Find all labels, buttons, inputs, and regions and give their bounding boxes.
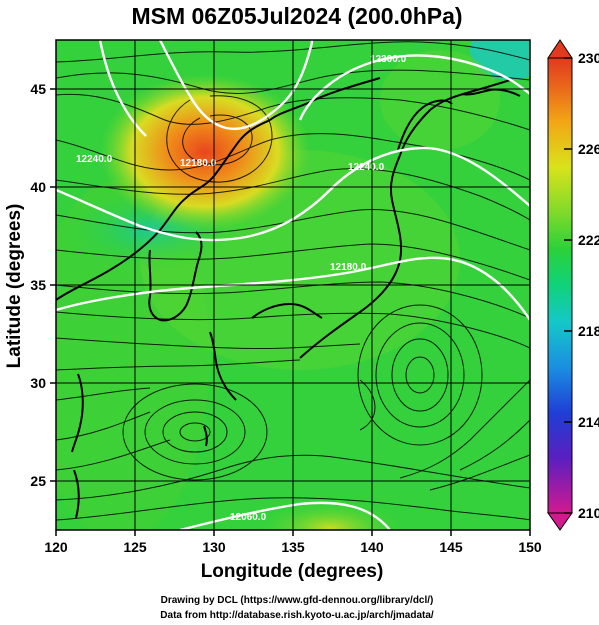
contour-label-4: 12180.0 bbox=[180, 158, 217, 169]
contour-label-3: 12240.0 bbox=[76, 154, 113, 165]
y-tick-label: 45 bbox=[30, 81, 46, 97]
x-tick-label: 145 bbox=[439, 539, 463, 555]
x-tick-label: 130 bbox=[202, 539, 226, 555]
contour-label-1: 12300.0 bbox=[370, 54, 407, 65]
contour-label-5: 12180.0 bbox=[330, 262, 367, 273]
height-contours bbox=[56, 40, 530, 530]
colorbar-tick-label: 226 bbox=[578, 141, 599, 157]
x-axis-ticks: 120 125 130 135 140 145 150 bbox=[44, 530, 542, 555]
y-tick-label: 25 bbox=[30, 473, 46, 489]
colorbar-upper-arrow bbox=[547, 39, 573, 59]
x-tick-label: 135 bbox=[281, 539, 305, 555]
colorbar-tick-label: 210 bbox=[578, 505, 599, 521]
colorbar-ticks: 230 226 222 218 214 210 bbox=[564, 50, 599, 521]
colorbar-lower-arrow bbox=[547, 512, 573, 531]
x-tick-label: 140 bbox=[360, 539, 384, 555]
colorbar: 230 226 222 218 214 210 bbox=[547, 39, 599, 531]
contour-label-6: 12060.0 bbox=[230, 512, 267, 523]
x-axis-label: Longitude (degrees) bbox=[201, 561, 384, 582]
colorbar-scale bbox=[547, 57, 573, 514]
y-tick-label: 35 bbox=[30, 277, 46, 293]
colorbar-tick-label: 214 bbox=[578, 414, 599, 430]
contour-label-2: 12240.0 bbox=[348, 162, 385, 173]
contour-labels: 12300.0 12240.0 12240.0 12180.0 12180.0 … bbox=[76, 54, 407, 523]
map-title: MSM 06Z05Jul2024 (200.0hPa) bbox=[131, 3, 462, 29]
x-tick-label: 150 bbox=[518, 539, 542, 555]
y-axis-ticks: 25 30 35 40 45 bbox=[30, 81, 56, 489]
credit-data: Data from http://database.rish.kyoto-u.a… bbox=[160, 610, 434, 621]
credit-drawing: Drawing by DCL (https://www.gfd-dennou.o… bbox=[161, 595, 434, 606]
colorbar-tick-label: 230 bbox=[578, 50, 599, 66]
warm-anomaly-south bbox=[250, 498, 410, 530]
warm-anomaly bbox=[100, 74, 310, 230]
colorbar-tick-label: 218 bbox=[578, 323, 599, 339]
colorbar-tick-label: 222 bbox=[578, 232, 599, 248]
y-axis-label: Latitude (degrees) bbox=[4, 204, 25, 369]
y-tick-label: 30 bbox=[30, 375, 46, 391]
lat-lon-grid bbox=[56, 40, 530, 530]
y-tick-label: 40 bbox=[30, 179, 46, 195]
x-tick-label: 120 bbox=[44, 539, 68, 555]
plot-area: 12300.0 12240.0 12240.0 12180.0 12180.0 … bbox=[56, 40, 530, 530]
x-tick-label: 125 bbox=[123, 539, 147, 555]
